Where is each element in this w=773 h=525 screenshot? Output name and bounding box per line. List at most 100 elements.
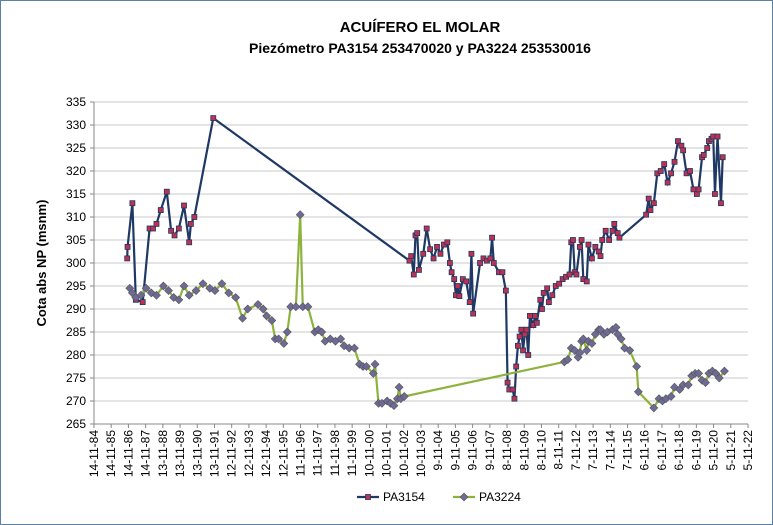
data-point — [191, 286, 201, 296]
data-point — [645, 195, 652, 202]
data-point — [368, 368, 378, 378]
data-point — [714, 373, 724, 383]
data-point — [179, 281, 189, 291]
data-point — [633, 387, 643, 397]
data-point — [513, 363, 520, 370]
data-point — [585, 241, 592, 248]
data-point — [545, 299, 552, 306]
data-point — [370, 359, 380, 369]
data-point — [477, 260, 483, 266]
data-point — [399, 391, 409, 401]
x-tick-label: 11-11-97 — [311, 430, 325, 477]
x-tick-label: 13-11-91 — [207, 430, 221, 477]
data-point — [181, 202, 187, 209]
y-tick-label: 295 — [66, 279, 86, 293]
data-point — [198, 279, 208, 289]
x-tick-label: 13-11-88 — [156, 430, 170, 477]
data-point — [537, 296, 544, 303]
data-point — [661, 161, 668, 168]
data-point — [317, 327, 327, 337]
data-point — [606, 237, 613, 243]
chart-title: ACUÍFERO EL MOLAR — [340, 19, 501, 36]
data-point — [671, 158, 678, 165]
y-tick-label: 330 — [66, 118, 86, 132]
data-point — [279, 339, 289, 348]
data-point — [191, 214, 198, 220]
y-tick-label: 305 — [66, 233, 86, 247]
x-tick-label: 12-11-92 — [225, 430, 239, 477]
legend-marker — [365, 494, 371, 500]
data-point — [470, 310, 477, 317]
data-point — [502, 287, 509, 294]
data-point — [163, 188, 170, 195]
data-point — [164, 286, 173, 296]
x-tick-label: 13-11-89 — [173, 430, 187, 477]
data-point — [243, 304, 253, 314]
data-point — [451, 276, 458, 283]
data-point — [274, 334, 284, 344]
data-point — [205, 283, 215, 293]
data-point — [262, 311, 272, 321]
data-point — [599, 237, 606, 243]
data-point — [448, 269, 455, 276]
data-point — [150, 225, 156, 232]
y-tick-label: 335 — [66, 95, 86, 109]
data-point — [611, 322, 621, 332]
y-tick-label: 285 — [66, 325, 86, 339]
data-point — [499, 269, 506, 276]
legend-marker — [459, 492, 469, 502]
x-tick-label: 6-11-17 — [655, 430, 669, 471]
y-tick-label: 280 — [66, 348, 86, 362]
data-point — [362, 362, 371, 371]
data-point — [456, 293, 463, 300]
data-point — [573, 271, 580, 278]
data-point — [718, 200, 724, 207]
data-point — [616, 234, 623, 241]
data-point — [487, 255, 494, 262]
data-point — [410, 271, 417, 278]
x-tick-label: 9-11-05 — [448, 430, 462, 471]
data-point — [657, 168, 664, 174]
x-tick-label: 9-11-04 — [431, 430, 445, 471]
data-point — [416, 266, 422, 273]
data-point — [394, 382, 404, 392]
data-point — [578, 237, 585, 243]
legend-label: PA3224 — [479, 490, 521, 504]
data-point — [712, 191, 718, 197]
data-point — [187, 220, 194, 227]
data-point — [158, 281, 168, 291]
data-point — [527, 312, 533, 319]
x-tick-label: 10-11-01 — [380, 430, 394, 477]
x-tick-label: 5-11-20 — [707, 430, 721, 471]
data-point — [157, 207, 164, 214]
data-point — [184, 290, 194, 300]
x-tick-label: 12-11-95 — [276, 430, 290, 477]
data-point — [168, 227, 175, 234]
data-point — [174, 295, 184, 305]
data-point — [649, 403, 659, 413]
data-point — [437, 250, 444, 257]
data-point — [592, 243, 599, 250]
data-point — [701, 378, 710, 388]
data-point — [282, 327, 292, 337]
data-point — [408, 253, 415, 260]
data-point — [423, 225, 430, 232]
x-tick-label: 7-11-15 — [621, 430, 635, 471]
data-point — [675, 138, 681, 145]
x-tick-label: 8-11-10 — [534, 430, 548, 471]
x-tick-label: 14-11-85 — [104, 430, 118, 477]
data-point — [136, 290, 146, 300]
data-point — [295, 210, 305, 220]
y-axis-label: Cota abs NP (msnm) — [34, 200, 49, 327]
data-point — [267, 316, 277, 325]
x-tick-label: 6-11-18 — [672, 430, 686, 471]
y-tick-label: 265 — [66, 417, 86, 431]
data-point — [544, 285, 551, 292]
y-tick-label: 290 — [66, 302, 86, 316]
data-point — [490, 260, 497, 266]
data-point — [575, 348, 585, 358]
x-tick-label: 13-11-90 — [190, 430, 204, 477]
data-point — [583, 278, 590, 285]
data-point — [566, 271, 573, 278]
data-point — [549, 292, 556, 299]
